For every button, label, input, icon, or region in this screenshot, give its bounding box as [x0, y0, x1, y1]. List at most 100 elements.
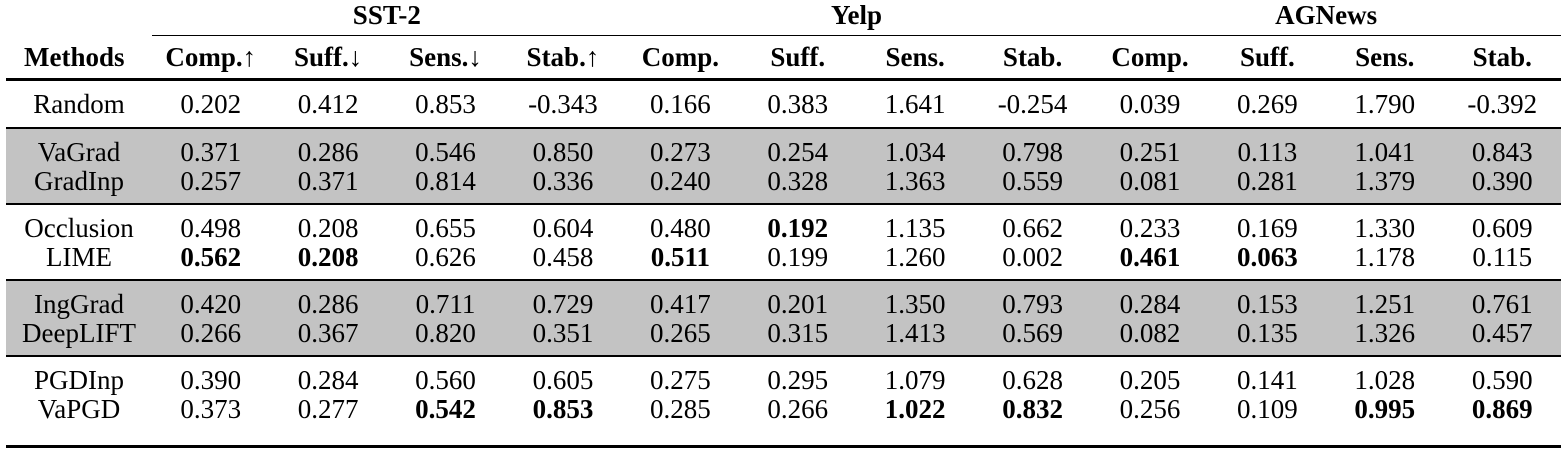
- metric-value: 0.082: [1091, 319, 1209, 356]
- metric-column-header: Comp.: [1091, 36, 1209, 81]
- metric-value: 0.273: [621, 129, 740, 167]
- metric-value: 0.141: [1237, 365, 1298, 395]
- metric-value: 0.336: [504, 167, 622, 204]
- dataset-header-sst2: SST-2: [152, 0, 622, 36]
- metric-value: 0.277: [297, 394, 359, 424]
- metric-value: 1.079: [884, 365, 946, 395]
- metric-value: 0.371: [152, 129, 270, 167]
- metric-value: 0.039: [1119, 89, 1181, 119]
- metric-value: 0.590: [1471, 365, 1533, 395]
- results-body: Random 0.202 0.412 0.853 -0.343 0.166 0.383 1.6…: [6, 80, 1561, 432]
- metric-column-header: Sens.: [856, 36, 974, 81]
- metric-value: 0.628: [1002, 365, 1063, 395]
- method-name: LIME: [46, 242, 112, 272]
- metric-value: 0.275: [649, 365, 711, 395]
- metric-value: 0.257: [152, 167, 270, 204]
- table-row: VaPGD 0.373 0.277 0.542 0.853 0.285 0.266 1.022…: [6, 395, 1561, 431]
- metric-value: 0.793: [973, 281, 1092, 319]
- empty-corner: [6, 0, 152, 36]
- metric-value: 0.063: [1237, 242, 1298, 272]
- metric-value: 0.458: [532, 242, 594, 272]
- metric-value: 0.240: [621, 167, 740, 204]
- metric-value: 1.326: [1326, 319, 1444, 356]
- metric-value: 0.605: [532, 365, 594, 395]
- table-row: GradInp 0.257 0.371 0.814 0.336 0.240 0.328 1.3…: [6, 167, 1561, 204]
- method-name: VaPGD: [37, 394, 121, 424]
- metric-value: 1.178: [1354, 242, 1416, 272]
- metric-column-header: Sens.↓: [386, 36, 505, 81]
- metric-column-header: Suff.: [739, 36, 857, 81]
- metric-value: 0.562: [180, 242, 242, 272]
- metric-value: 1.260: [884, 242, 946, 272]
- metric-value: 0.254: [739, 129, 857, 167]
- group-underline: [621, 35, 1092, 36]
- metric-value: 0.284: [1091, 281, 1209, 319]
- dataset-header-row: SST-2 Yelp AGNews: [6, 0, 1561, 36]
- metric-value: 1.034: [856, 129, 974, 167]
- metric-value: 0.798: [973, 129, 1092, 167]
- metric-value: 0.265: [621, 319, 740, 356]
- metric-value: 0.166: [649, 89, 711, 119]
- metric-value: 0.135: [1208, 319, 1327, 356]
- metric-value: 0.281: [1208, 167, 1327, 204]
- metric-value: 0.662: [1002, 213, 1063, 243]
- metric-value: 0.995: [1354, 394, 1416, 424]
- table-row: LIME 0.562 0.208 0.626 0.458 0.511 0.199 1.260 0…: [6, 243, 1561, 280]
- metric-column-header: Sens.: [1326, 36, 1444, 81]
- methods-column-header: Methods: [6, 36, 153, 81]
- metric-value: 1.330: [1354, 213, 1416, 243]
- method-name: IngGrad: [6, 281, 153, 319]
- dataset-header-agnews: AGNews: [1091, 0, 1561, 36]
- metric-value: 1.641: [884, 89, 946, 119]
- metric-value: 1.251: [1326, 281, 1444, 319]
- metric-column-header: Stab.↑: [504, 36, 622, 81]
- table-row: Occlusion 0.498 0.208 0.655 0.604 0.480 0.192 1…: [6, 205, 1561, 243]
- metric-value: 1.135: [884, 213, 946, 243]
- metric-value: 0.269: [1237, 89, 1298, 119]
- metric-value: 0.383: [767, 89, 829, 119]
- metric-value: 0.729: [504, 281, 622, 319]
- metric-value: 0.417: [621, 281, 740, 319]
- metric-value: 1.379: [1326, 167, 1444, 204]
- metric-value: 0.420: [152, 281, 270, 319]
- metric-value: 0.373: [180, 394, 242, 424]
- method-name: GradInp: [6, 167, 153, 204]
- metric-value: -0.392: [1467, 89, 1538, 119]
- metric-value: 0.457: [1443, 319, 1561, 356]
- metric-value: 0.843: [1443, 129, 1561, 167]
- metric-value: 1.022: [884, 394, 946, 424]
- metric-value: 0.201: [739, 281, 857, 319]
- metric-value: 0.609: [1471, 213, 1533, 243]
- metric-column-header: Stab.: [973, 36, 1092, 81]
- metric-value: 0.850: [504, 129, 622, 167]
- metric-value: 0.286: [269, 129, 387, 167]
- metric-column-header: Suff.↓: [269, 36, 387, 81]
- metric-value: 0.412: [297, 89, 359, 119]
- metric-value: 1.028: [1354, 365, 1416, 395]
- dataset-label: AGNews: [1275, 0, 1378, 30]
- table-row: IngGrad 0.420 0.286 0.711 0.729 0.417 0.201 1.3…: [6, 281, 1561, 319]
- metric-value: 0.285: [649, 394, 711, 424]
- metric-value: 0.113: [1208, 129, 1327, 167]
- metric-value: 0.002: [1002, 242, 1063, 272]
- table-row: VaGrad 0.371 0.286 0.546 0.850 0.273 0.254 1.03…: [6, 129, 1561, 167]
- results-table: SST-2 Yelp AGNews Methods Comp.↑ Suff.↓ Se…: [6, 0, 1561, 431]
- metric-value: 0.832: [1002, 394, 1063, 424]
- table-row: DeepLIFT 0.266 0.367 0.820 0.351 0.265 0.315 1.…: [6, 319, 1561, 356]
- metric-value: 0.367: [269, 319, 387, 356]
- metric-value: 0.315: [739, 319, 857, 356]
- metric-value: 0.256: [1119, 394, 1181, 424]
- dataset-header-yelp: Yelp: [621, 0, 1092, 36]
- metric-value: 0.498: [180, 213, 242, 243]
- metric-header-row: Methods Comp.↑ Suff.↓ Sens.↓ Stab.↑ Comp. Suf…: [6, 36, 1561, 81]
- metric-value: 0.853: [532, 394, 594, 424]
- metric-value: 0.542: [415, 394, 476, 424]
- metric-value: 0.169: [1237, 213, 1298, 243]
- metric-value: 1.350: [856, 281, 974, 319]
- metric-value: 0.814: [386, 167, 505, 204]
- metric-value: 0.560: [415, 365, 476, 395]
- metric-value: 0.205: [1119, 365, 1181, 395]
- metric-value: 0.604: [532, 213, 594, 243]
- metric-value: 1.041: [1326, 129, 1444, 167]
